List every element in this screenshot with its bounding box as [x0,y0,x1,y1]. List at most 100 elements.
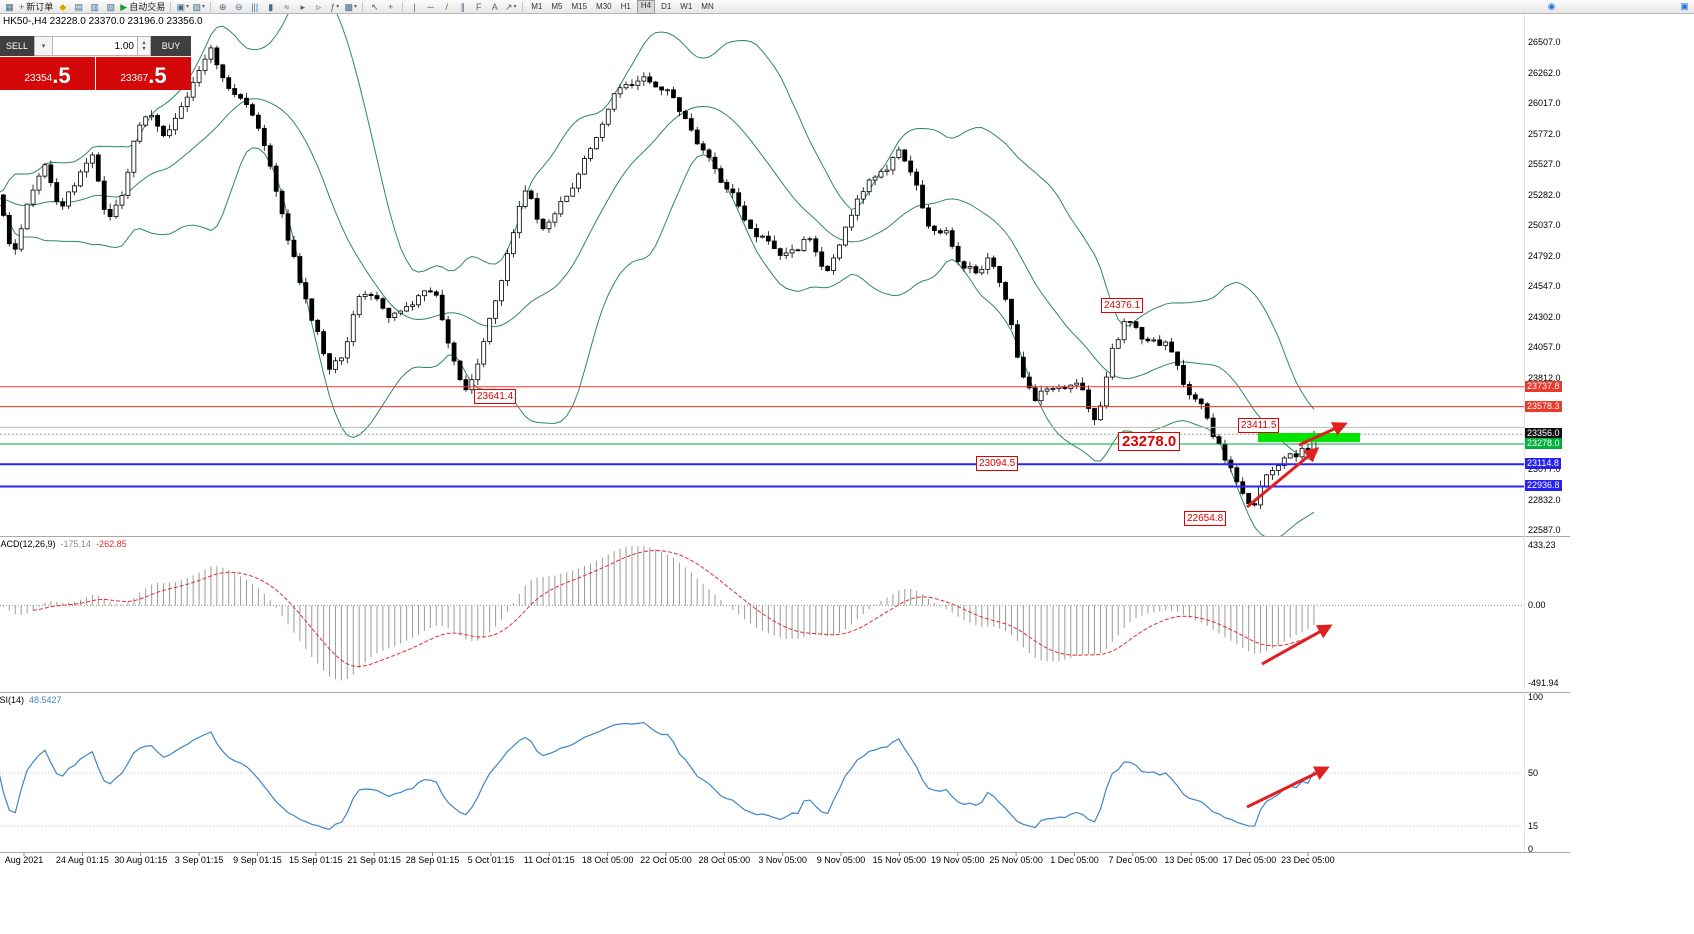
favorites-icon-glyph: ◆ [59,1,67,12]
time-axis-label: 15 Nov 05:00 [872,855,927,865]
rsi-axis-label: 50 [1528,768,1539,778]
app-window-icon[interactable]: ▣ [1680,1,1689,11]
auto-scroll-icon[interactable]: ▸ [296,1,309,13]
buy-button[interactable]: BUY [151,36,191,56]
cursor-icon[interactable]: ↖ [368,1,381,13]
price-tick-label: 24547.0 [1528,281,1561,291]
time-axis-label: 30 Aug 01:15 [114,855,168,865]
timeframe-w1[interactable]: W1 [680,1,693,11]
chevron-down-icon: ▾ [201,4,205,10]
rsi-axis-label: 100 [1528,692,1544,702]
price-tick-label: 26017.0 [1528,98,1561,108]
zoom-out-icon[interactable]: ⊖ [232,1,245,13]
volume-input[interactable] [53,36,138,56]
crosshair-icon-glyph: + [388,1,394,12]
price-tick-label: 22587.0 [1528,525,1561,535]
timeframe-d1[interactable]: D1 [661,1,672,11]
chevron-down-icon: ▾ [353,4,357,10]
price-callout: 23641.4 [474,389,517,404]
time-axis-label: 21 Sep 01:15 [347,855,401,865]
timeframe-m30[interactable]: M30 [596,1,612,11]
trendline-icon[interactable]: / [440,1,453,13]
new-order-button[interactable]: + 新订单 [19,1,53,13]
sell-button[interactable]: SELL [0,36,34,56]
text-icon-glyph: A [491,1,498,12]
fibonacci-icon-glyph: F [475,1,482,12]
time-axis-label: 13 Dec 05:00 [1164,855,1218,865]
crosshair-icon[interactable]: + [384,1,397,13]
time-axis-label: 22 Oct 05:00 [640,855,692,865]
zoom-in-icon[interactable]: ⊕ [216,1,229,13]
timeframe-m1[interactable]: M1 [531,1,543,11]
trade-prices-row: 23354 .5 23367 .5 [0,57,191,90]
zoom-in-icon-glyph: ⊕ [218,1,227,12]
navigator-icon[interactable]: ▧ [104,1,117,13]
arrow-objects-icon[interactable]: ↗ ▾ [504,1,517,13]
time-axis-label: 17 Dec 05:00 [1222,855,1277,865]
timeframe-m5[interactable]: M5 [551,1,563,11]
fibonacci-icon[interactable]: F [472,1,485,13]
price-tick-label: 24057.0 [1528,342,1561,352]
toolbar-right-icons: ◉ ▣ [1545,1,1691,13]
toolbar-separator [210,1,212,12]
price-tick-label: 23812.0 [1528,372,1561,383]
price-callout: 23094.5 [976,456,1019,471]
time-axis-label: 1 Dec 05:00 [1050,855,1099,865]
timeframe-h4[interactable]: H4 [636,0,656,14]
macd-axis-zero: 0.00 [1528,600,1546,611]
profiles-icon[interactable]: ▨ ▾ [192,1,205,13]
timeframe-m15[interactable]: M15 [571,1,588,11]
price-tick-label: 26507.0 [1528,37,1561,47]
time-axis-label: 18 Oct 05:00 [581,855,634,865]
indicators-icon[interactable]: ƒ ▾ [328,1,341,13]
price-callout: 23278.0 [1118,432,1181,451]
arrow-objects-icon-glyph: ↗ [504,1,513,12]
templates-icon[interactable]: ▩ ▾ [344,1,357,13]
favorites-icon[interactable]: ◆ [56,1,69,13]
sell-price-display[interactable]: 23354 .5 [0,57,95,90]
buy-price-main: 23367 [120,73,149,84]
timeframe-mn[interactable]: MN [701,1,714,11]
text-icon[interactable]: A [488,1,501,13]
order-type-dropdown[interactable]: ▾ [34,36,53,56]
new-chart-icon[interactable]: ▣ ▾ [176,1,189,13]
rsi-indicator-label: RSI(14) 48.5427 [0,695,62,705]
chart-shift-icon-glyph: ▹ [316,1,321,12]
auto-trading-button[interactable]: ▶ 自动交易 [120,1,165,13]
time-axis-label: 25 Nov 05:00 [989,855,1043,865]
bar-chart-icon[interactable]: ||| [248,1,261,13]
market-watch-icon[interactable]: ▤ [72,1,85,13]
new-order-button-label: 新订单 [26,2,54,12]
rsi-axis-label: 0 [1528,844,1534,854]
line-chart-icon[interactable]: ≈ [280,1,293,13]
auto-trading-glyph: ▶ [120,1,128,12]
timeframe-h1[interactable]: H1 [620,1,631,11]
trendline-icon-glyph: / [445,1,448,12]
volume-stepper[interactable]: ▴ ▾ [138,36,151,56]
time-axis-label: 9 Nov 05:00 [816,855,866,865]
price-tick-label: 26262.0 [1528,67,1561,78]
terminal-icon[interactable]: ▦ [3,1,16,13]
vertical-line-icon[interactable]: | [408,1,421,13]
macd-main-value: -175.14 [60,539,92,549]
candlestick-chart-icon[interactable]: ▮ [264,1,277,13]
time-axis-label: 9 Sep 01:15 [233,855,282,865]
horizontal-line-icon-glyph: ─ [427,1,434,12]
new-order-glyph: + [19,1,25,12]
chart-shift-icon[interactable]: ▹ [312,1,325,13]
vertical-line-icon-glyph: | [413,1,416,12]
community-icon[interactable]: ◉ [1547,1,1556,11]
new-chart-icon-glyph: ▣ [176,1,185,12]
horizontal-line-icon[interactable]: ─ [424,1,437,13]
data-window-icon[interactable]: ▥ [88,1,101,13]
channel-icon[interactable]: ∥ [456,1,469,13]
macd-signal-value: -262.85 [96,539,127,549]
buy-price-display[interactable]: 23367 .5 [96,57,191,90]
price-callout: 23411.5 [1238,418,1280,433]
rsi-name: RSI(14) [0,695,25,705]
time-axis-label: 7 Dec 05:00 [1108,855,1158,865]
toolbar-separator [170,1,172,12]
price-tick-label: 24792.0 [1528,250,1561,261]
price-tick-label: 24302.0 [1528,311,1561,322]
